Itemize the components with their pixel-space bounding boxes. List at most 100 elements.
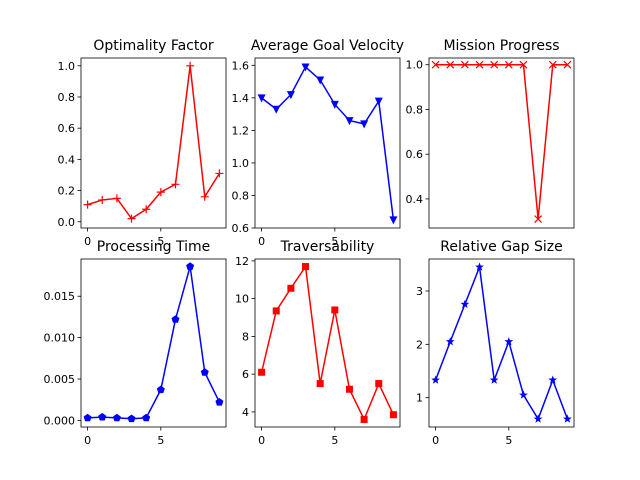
data-point [302,263,310,271]
data-point [200,192,209,201]
subplot-title: Mission Progress [443,38,559,54]
series-line [435,63,568,220]
data-point [83,413,92,422]
subplot-title: Average Goal Velocity [251,38,404,54]
y-tick-label: 0.010 [44,332,76,345]
y-tick-label: 12 [235,255,249,268]
x-tick-label: 5 [331,235,338,248]
x-tick-label: 0 [432,434,439,447]
series-line [261,65,395,220]
data-point [490,60,499,69]
data-point [534,215,543,223]
y-tick-label: 0.8 [58,91,76,104]
data-point [200,368,209,376]
y-tick-label: 1.4 [232,92,250,105]
x-tick-label: 0 [258,235,265,248]
x-tick-label: 5 [157,434,164,447]
series-line [434,266,569,421]
series-line [260,264,395,422]
data-point [127,414,136,423]
data-point [548,375,558,384]
subplot-title: Processing Time [97,239,210,255]
data-point [445,337,455,346]
data-point [460,60,469,69]
axes-frame [254,57,401,229]
data-point [504,60,513,69]
axes-frame [80,258,227,428]
data-point [316,76,325,85]
y-tick-label: 0.4 [406,193,424,206]
axes-frame [254,258,401,428]
data-point [519,390,528,399]
y-tick-label: 1.0 [232,157,250,170]
data-point [127,214,136,223]
y-tick-label: 0.000 [44,414,76,427]
data-point [489,375,499,384]
data-point [460,299,470,309]
data-point [186,61,195,70]
y-tick-label: 1.0 [406,59,424,72]
subplot-title: Optimality Factor [93,38,214,54]
subplot-4: Processing Time 0 5 0.000 0.005 0.010 0.015 [44,239,227,447]
y-tick-label: 0.6 [232,222,250,235]
data-point [533,414,543,423]
data-point [548,60,557,69]
data-point [215,397,224,406]
data-point [83,200,92,209]
subplot-title: Relative Gap Size [440,239,562,255]
data-point [257,94,266,103]
data-point [171,315,180,323]
data-point [389,411,397,419]
x-tick-label: 5 [505,434,512,447]
subplot-1: Optimality Factor 0 5 0.0 0.2 0.4 0.6 0.8 1.0 [58,38,227,248]
subplot-2: Average Goal Velocity 0 5 0.6 0.8 1.0 1.2 1.4 1.… [232,38,405,248]
axes-frame [428,57,575,229]
data-point [98,195,107,204]
y-tick-label: 0.4 [58,153,76,166]
data-point [446,60,455,69]
data-point [258,368,266,376]
data-point [375,380,383,388]
data-point [186,262,195,270]
data-point [316,380,324,388]
data-point [360,120,369,129]
data-point [431,60,440,69]
data-point [519,60,528,69]
y-tick-label: 0.015 [44,290,76,303]
data-point [563,414,572,423]
data-point [563,60,572,69]
data-point [287,284,295,292]
data-point [156,188,165,197]
data-point [272,105,281,114]
x-tick-label: 5 [157,235,164,248]
subplot-title: Traversability [280,239,375,255]
y-tick-label: 1.2 [232,124,250,137]
x-tick-label: 0 [258,434,265,447]
data-point [504,337,514,346]
data-point [286,91,295,100]
data-point [112,194,121,203]
data-point [345,117,354,126]
data-point [330,100,339,109]
y-tick-label: 8 [242,330,249,343]
y-tick-label: 0.2 [58,185,76,198]
data-point [142,205,151,214]
series-line [87,266,221,420]
data-point [112,413,121,422]
data-point [345,385,353,393]
subplot-5: Traversability 0 5 4 6 8 10 12 [235,239,401,447]
axes-frame [428,258,575,428]
x-tick-label: 5 [331,434,338,447]
y-tick-label: 6 [242,368,249,381]
y-tick-label: 0.6 [406,148,424,161]
data-point [360,415,368,423]
data-point [171,180,180,189]
data-point [389,216,398,225]
subplot-3: Mission Progress 0.4 0.6 0.8 1.0 [406,38,575,229]
y-tick-label: 2 [416,338,423,351]
series-line [87,65,221,220]
y-tick-label: 1 [416,392,423,405]
y-tick-label: 0.0 [58,216,76,229]
data-point [331,306,339,314]
